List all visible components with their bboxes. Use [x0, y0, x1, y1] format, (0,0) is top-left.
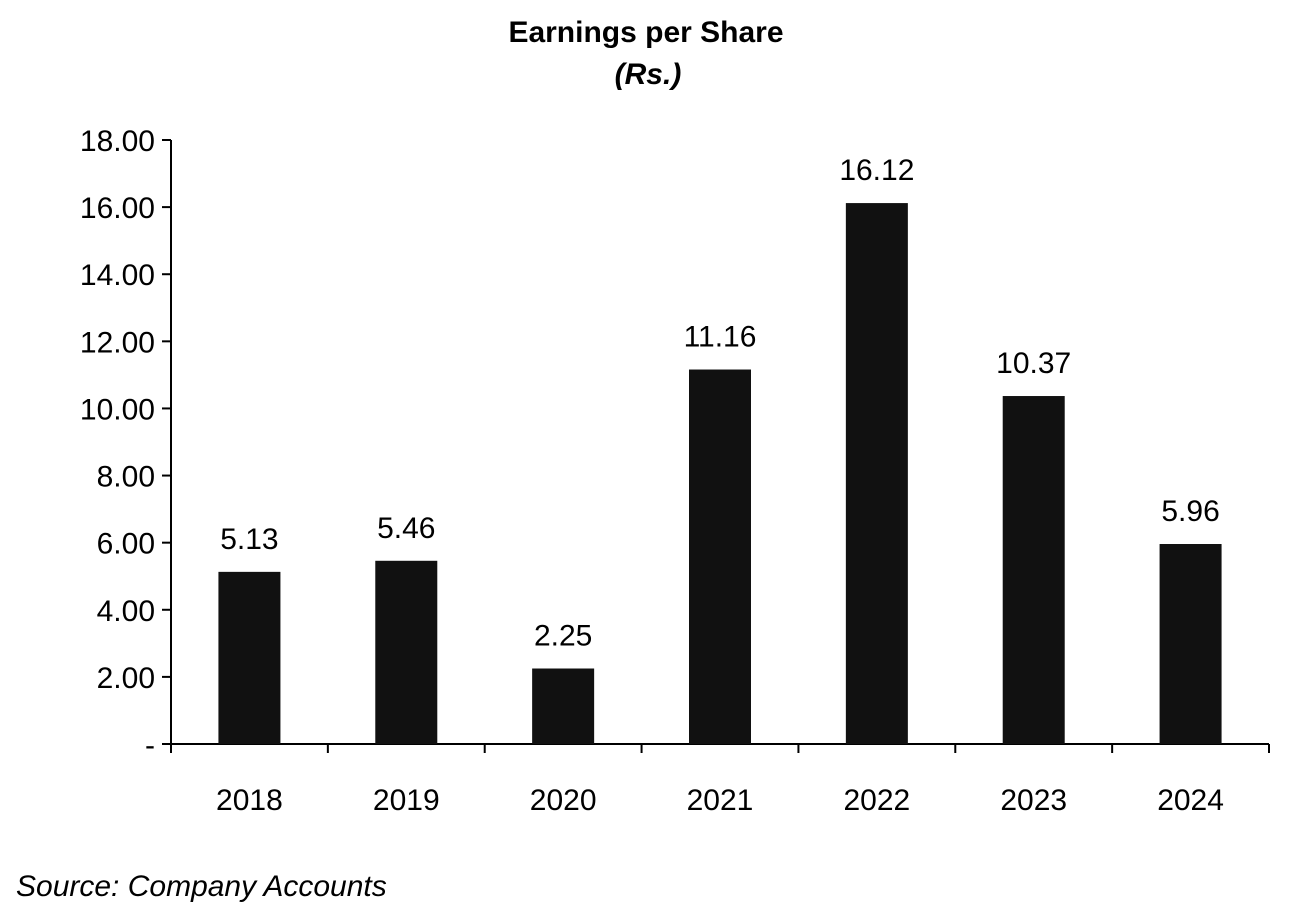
x-tick-label-2019: 2019 [373, 784, 440, 817]
y-tick-label: 2.00 [97, 662, 155, 695]
bar-2024 [1159, 544, 1222, 744]
plot-area: - 2.00 4.00 6.00 8.00 10.00 12.00 14.00 16.00 18.… [80, 125, 1270, 817]
y-tick-label: 6.00 [97, 528, 155, 561]
y-tick-label: - [145, 729, 155, 762]
y-tick-label: 8.00 [97, 461, 155, 494]
bar-2018 [218, 571, 281, 744]
x-tick-label-2020: 2020 [530, 784, 597, 817]
bar-2019 [375, 560, 438, 744]
y-tick-label: 16.00 [80, 192, 155, 225]
bar-2023 [1002, 396, 1065, 744]
bar-2020 [532, 668, 595, 744]
data-label-2021: 11.16 [684, 321, 757, 354]
data-label-2023: 10.37 [996, 347, 1071, 380]
x-tick-label-2021: 2021 [687, 784, 754, 817]
source-note: Source: Company Accounts [16, 870, 387, 903]
y-tick-label: 18.00 [80, 125, 155, 158]
x-tick-label-2024: 2024 [1157, 784, 1224, 817]
y-tick-label: 12.00 [80, 326, 155, 359]
bar-2022 [845, 203, 908, 744]
data-label-2020: 2.25 [534, 620, 592, 653]
data-label-2018: 5.13 [220, 523, 278, 556]
chart-subtitle: (Rs.) [615, 58, 682, 91]
data-label-2022: 16.12 [839, 154, 914, 187]
x-tick-label-2023: 2023 [1000, 784, 1067, 817]
y-tick-label: 10.00 [80, 393, 155, 426]
y-tick-label: 4.00 [97, 595, 155, 628]
x-tick-label-2018: 2018 [216, 784, 283, 817]
data-label-2024: 5.96 [1161, 495, 1219, 528]
chart-title: Earnings per Share [508, 16, 783, 49]
y-tick-label: 14.00 [80, 259, 155, 292]
bar-2021 [689, 369, 751, 744]
x-tick-label-2022: 2022 [843, 784, 910, 817]
data-label-2019: 5.46 [377, 512, 435, 545]
